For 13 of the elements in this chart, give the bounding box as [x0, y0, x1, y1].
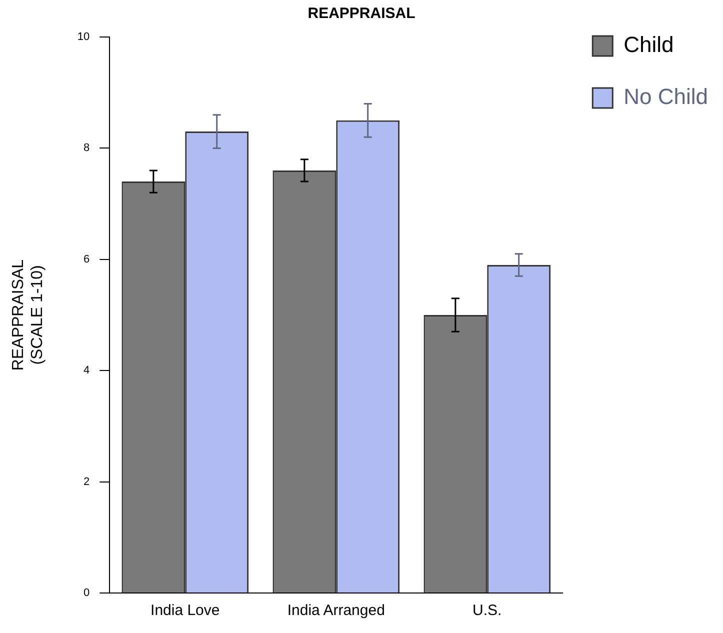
y-tick-label: 6 [84, 253, 90, 266]
y-axis-title: REAPPRAISAL (SCALE 1-10) [10, 259, 46, 371]
y-tick-label: 4 [84, 364, 90, 377]
x-tick-label: U.S. [472, 602, 502, 620]
legend-label: No Child [624, 84, 708, 110]
y-tick-label: 10 [77, 31, 90, 44]
chart-title: REAPPRAISAL [308, 5, 416, 22]
legend-label: Child [624, 32, 674, 58]
x-tick-label: India Arranged [287, 602, 385, 620]
y-tick-label: 8 [84, 142, 90, 154]
y-tick-label: 2 [84, 476, 90, 488]
x-tick-label: India Love [150, 602, 220, 620]
y-tick-label: 0 [84, 587, 90, 600]
